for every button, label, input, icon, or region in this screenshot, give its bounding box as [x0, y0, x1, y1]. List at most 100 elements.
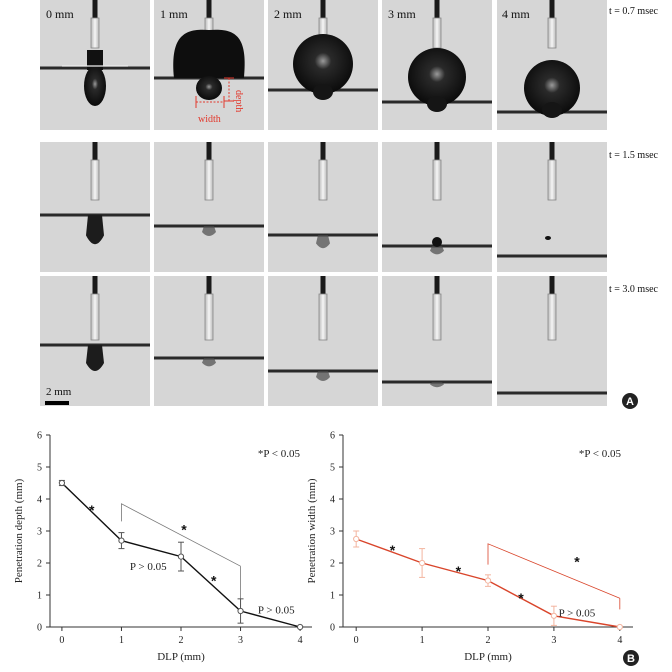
penetration-trace: [202, 226, 216, 236]
needle-tip: [549, 276, 555, 296]
panel-b-badge: [623, 650, 639, 666]
p-value-label: P > 0.05: [130, 561, 167, 573]
residual-droplet: [432, 237, 442, 247]
needle-tip: [434, 142, 440, 162]
frame-r0-c0: [40, 0, 150, 130]
needle-tip: [92, 276, 98, 296]
droplet-ball: [524, 60, 580, 116]
scale-bar-label: 2 mm: [46, 386, 72, 398]
x-axis-title: DLP (mm): [157, 651, 205, 663]
width-label: width: [198, 114, 221, 125]
panel-a-badge: [622, 393, 638, 409]
needle-tip: [320, 276, 326, 296]
x-tick-label: 2: [179, 635, 184, 646]
droplet-ball: [293, 34, 353, 94]
data-point: [177, 553, 185, 560]
x-tick-label: 0: [354, 635, 359, 646]
y-tick-label: 3: [330, 527, 335, 538]
data-point: [484, 577, 492, 584]
frame-r2-c3: [382, 276, 492, 406]
data-point: [58, 479, 66, 487]
y-axis-title: Penetration width (mm): [306, 478, 318, 583]
y-tick-label: 1: [37, 591, 42, 602]
glass-tube: [318, 159, 328, 201]
x-tick-label: 1: [420, 635, 425, 646]
x-tick-label: 4: [298, 635, 303, 646]
residual-droplet: [545, 236, 551, 240]
needle-tip: [320, 142, 326, 162]
frame-r1-c1: [154, 142, 264, 272]
liquid-surface: [497, 391, 607, 395]
needle-tip: [549, 0, 555, 20]
penetration-trace: [430, 246, 444, 255]
x-tick-label: 1: [119, 635, 124, 646]
depth-label: depth: [233, 90, 244, 112]
y-tick-label: 2: [37, 559, 42, 570]
significance-legend: *P < 0.05: [258, 448, 301, 460]
data-point: [616, 623, 623, 631]
data-point: [296, 623, 304, 631]
frame-r0-c2: [268, 0, 378, 130]
y-tick-label: 5: [330, 463, 335, 474]
glass-tube: [204, 293, 214, 341]
penetration-trace: [316, 371, 330, 381]
significance-star: *: [89, 502, 95, 518]
column-label-1mm: 1 mm: [160, 7, 188, 21]
frame-r0-c1: [154, 0, 264, 130]
penetration-trace: [316, 235, 330, 249]
droplet-mushroom: [173, 29, 245, 78]
p-value-label: P > 0.05: [559, 608, 596, 620]
chart-penetration-depth: 0 1 2 3 4 5 6 0 1 2 3 4 DLP (mm) Penetration depth (m…: [13, 431, 312, 663]
column-label-0mm: 0 mm: [46, 7, 74, 21]
y-tick-label: 1: [330, 591, 335, 602]
significance-star: *: [211, 573, 217, 589]
penetration-trace: [86, 345, 104, 371]
glass-tube: [90, 293, 100, 341]
penetration-trace: [430, 382, 444, 388]
y-tick-label: 0: [330, 623, 335, 634]
x-tick-label: 3: [551, 635, 556, 646]
significance-star: *: [518, 590, 524, 606]
depth-width-annotation: width depth: [195, 77, 244, 125]
frame-r2-c1: [154, 276, 264, 406]
significance-bracket: [121, 503, 241, 567]
x-tick-label: 2: [486, 635, 491, 646]
glass-tube: [90, 17, 100, 49]
needle-tip: [206, 142, 212, 162]
significance-star: *: [181, 521, 187, 537]
row-label-t15: t = 1.5 msec: [609, 150, 659, 161]
droplet-contact: [427, 96, 447, 112]
frame-r2-c4: [497, 276, 607, 406]
needle-tip: [92, 0, 98, 20]
p-value-label: P > 0.05: [258, 604, 295, 616]
needle-tip: [434, 276, 440, 296]
chart-penetration-width: 0 1 2 3 4 5 6 0 1 2 3 4 DLP (mm) Penetration width (m…: [306, 431, 633, 663]
droplet-contact: [313, 84, 333, 100]
scale-bar: [45, 401, 69, 405]
liquid-surface: [497, 254, 607, 258]
frame-r1-c3: [382, 142, 492, 272]
y-tick-label: 4: [37, 495, 42, 506]
y-tick-label: 6: [37, 431, 42, 442]
frame-r1-c2: [268, 142, 378, 272]
droplet-ball: [408, 48, 466, 106]
needle-tip: [206, 276, 212, 296]
glass-tube: [547, 17, 557, 49]
glass-tube: [547, 159, 557, 201]
glass-tube: [432, 293, 442, 341]
glass-tube: [90, 159, 100, 201]
needle-tip: [434, 0, 440, 20]
glass-tube: [432, 17, 442, 49]
y-axis-title: Penetration depth (mm): [13, 478, 25, 583]
droplet-neck: [87, 50, 103, 70]
y-tick-label: 3: [37, 527, 42, 538]
penetration-trace: [202, 358, 216, 367]
panel-a-image-grid: [40, 0, 607, 406]
needle-tip: [549, 142, 555, 162]
needle-tip: [320, 0, 326, 20]
significance-legend: *P < 0.05: [579, 448, 622, 460]
panel-b-badge-text: B: [627, 653, 635, 665]
frame-r0-c4: [497, 0, 607, 130]
y-tick-label: 2: [330, 559, 335, 570]
